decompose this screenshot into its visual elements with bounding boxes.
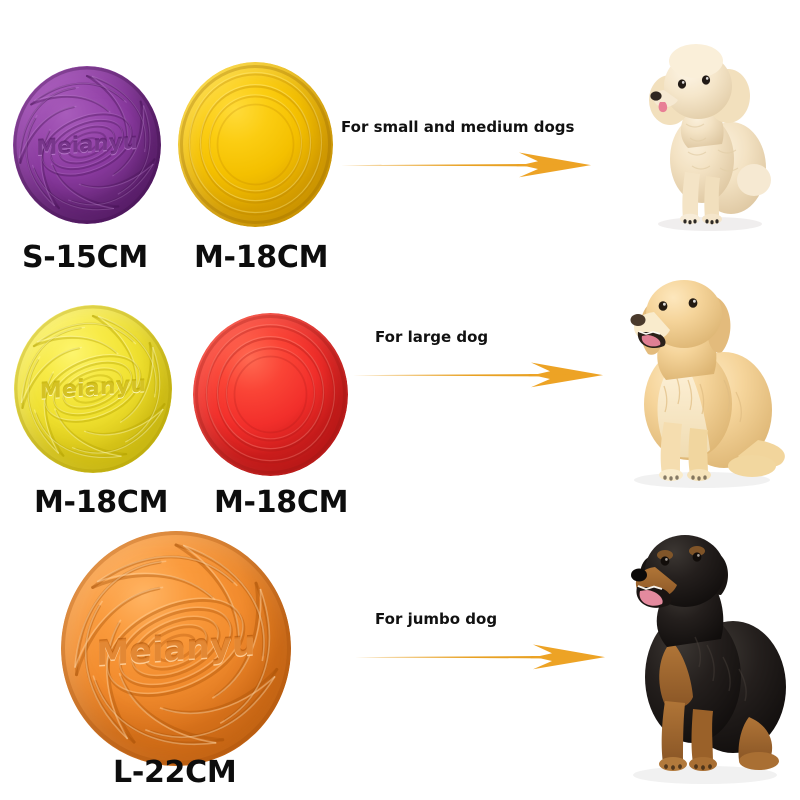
arrow-group-small-medium: For small and medium dogs <box>341 118 591 182</box>
disc-yellow-m18[interactable] <box>178 62 333 227</box>
size-label-l22: L-22CM <box>113 755 237 790</box>
disc-ring-pattern <box>195 315 346 474</box>
disc-swirl-pattern <box>61 531 291 765</box>
poodle-illustration <box>649 44 771 231</box>
arrow-icon <box>353 362 603 388</box>
disc-red-m18[interactable] <box>193 313 348 476</box>
disc-yellow-m18-b[interactable]: Meianyu <box>14 305 172 473</box>
size-label-s15: S-15CM <box>22 240 148 275</box>
disc-ring-pattern <box>180 65 331 224</box>
dog-photo-poodle <box>630 28 790 240</box>
golden-retriever-illustration <box>630 280 785 488</box>
arrow-caption-small-medium: For small and medium dogs <box>341 118 575 136</box>
disc-purple-s15[interactable]: Meianyu <box>13 66 161 224</box>
dog-photo-golden-retriever <box>606 258 796 494</box>
arrow-caption-jumbo: For jumbo dog <box>375 610 498 628</box>
arrow-caption-large: For large dog <box>375 328 489 346</box>
disc-swirl-pattern <box>13 66 161 224</box>
size-label-m18-row2-b: M-18CM <box>214 485 349 520</box>
size-label-m18-row1: M-18CM <box>194 240 329 275</box>
size-label-m18-row2-a: M-18CM <box>34 485 169 520</box>
arrow-group-jumbo: For jumbo dog <box>355 610 615 672</box>
arrow-icon <box>355 644 605 670</box>
disc-swirl-pattern <box>14 305 172 473</box>
disc-body <box>193 313 348 476</box>
disc-orange-l22[interactable]: Meianyu <box>61 531 291 766</box>
rottweiler-illustration <box>631 535 786 784</box>
dog-photo-rottweiler <box>607 505 799 790</box>
arrow-icon <box>341 152 591 178</box>
disc-body <box>178 62 333 227</box>
arrow-group-large: For large dog <box>353 328 612 390</box>
